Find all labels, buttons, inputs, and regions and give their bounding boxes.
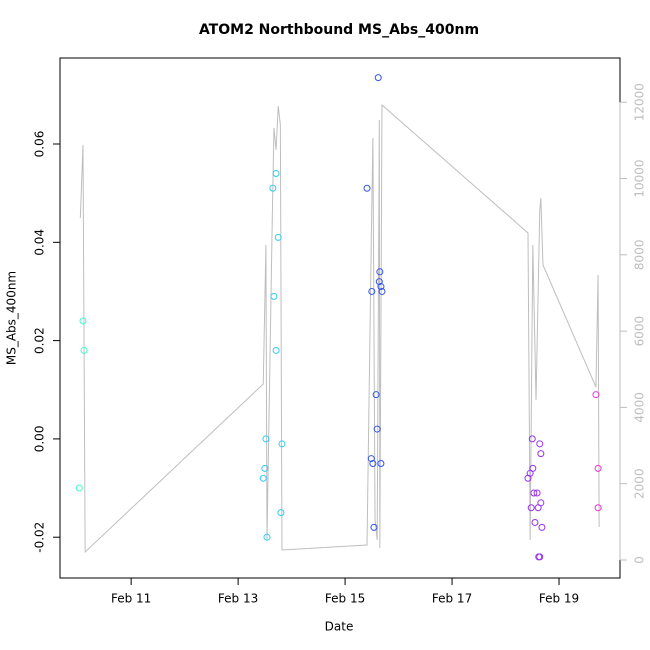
x-tick-label: Feb 15: [325, 592, 365, 606]
x-tick-label: Feb 11: [111, 592, 151, 606]
data-point: [263, 533, 271, 541]
y-tick-label: 0.00: [33, 426, 47, 453]
y2-tick-label: 2000: [633, 468, 647, 499]
data-point: [531, 518, 539, 526]
y2-tick-label: 0: [633, 556, 647, 564]
data-point: [274, 233, 282, 241]
data-point: [272, 346, 280, 354]
data-point: [278, 440, 286, 448]
x-tick-label: Feb 13: [218, 592, 258, 606]
data-line: [79, 103, 600, 554]
data-point: [277, 509, 285, 517]
data-point: [363, 184, 371, 192]
data-point: [533, 489, 541, 497]
data-point: [530, 489, 538, 497]
data-point: [374, 74, 382, 82]
data-point: [537, 499, 545, 507]
data-point: [75, 484, 83, 492]
y-tick-label: -0.02: [33, 522, 47, 553]
data-point: [375, 278, 383, 286]
data-point: [367, 455, 375, 463]
data-point: [377, 459, 385, 467]
data-point: [272, 170, 280, 178]
y2-tick-label: 6000: [633, 316, 647, 347]
data-point: [373, 425, 381, 433]
data-point: [372, 391, 380, 399]
data-point: [377, 283, 385, 291]
data-point: [378, 287, 386, 295]
y2-tick-label: 8000: [633, 240, 647, 271]
data-point: [594, 464, 602, 472]
y-axis-label: MS_Abs_400nm: [5, 271, 19, 365]
data-point: [538, 523, 546, 531]
data-point: [536, 440, 544, 448]
data-point: [261, 464, 269, 472]
data-point: [269, 184, 277, 192]
data-point: [369, 459, 377, 467]
x-tick-label: Feb 19: [539, 592, 579, 606]
data-point: [592, 391, 600, 399]
y2-tick-label: 4000: [633, 392, 647, 423]
data-point: [527, 504, 535, 512]
data-point: [259, 474, 267, 482]
data-point: [528, 435, 536, 443]
y-tick-label: 0.02: [33, 327, 47, 354]
x-tick-label: Feb 17: [432, 592, 472, 606]
y-tick-label: 0.06: [33, 131, 47, 158]
data-point: [536, 553, 544, 561]
data-point: [537, 450, 545, 458]
data-point: [79, 317, 87, 325]
data-point: [80, 346, 88, 354]
y2-tick-label: 12000: [633, 83, 647, 121]
y2-tick-label: 10000: [633, 159, 647, 197]
data-point: [529, 464, 537, 472]
data-point: [262, 435, 270, 443]
data-point: [368, 287, 376, 295]
y-tick-label: 0.04: [33, 229, 47, 256]
data-point: [270, 292, 278, 300]
data-point: [594, 504, 602, 512]
data-point: [376, 268, 384, 276]
chart-title: ATOM2 Northbound MS_Abs_400nm: [199, 22, 479, 38]
data-point: [370, 523, 378, 531]
x-axis-label: Date: [325, 620, 354, 634]
